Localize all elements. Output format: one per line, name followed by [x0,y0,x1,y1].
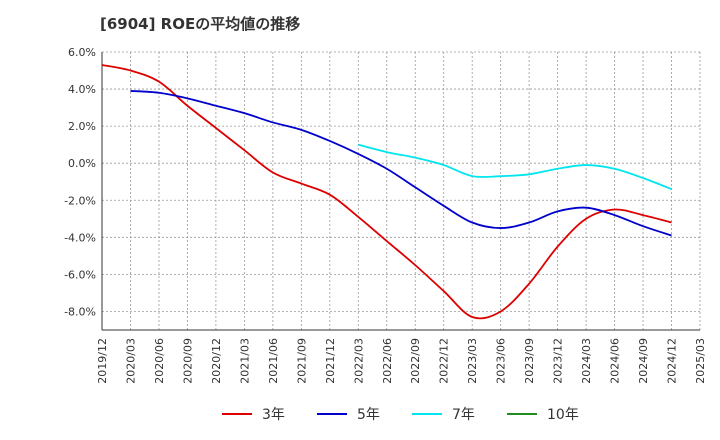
y-tick-label: -8.0% [64,305,96,318]
y-tick-label: -4.0% [64,231,96,244]
x-tick-label: 2023/09 [523,338,536,384]
x-tick-label: 2022/03 [352,338,365,384]
legend-label-3: 10年 [547,407,579,423]
series-line-2 [358,143,672,190]
x-tick-label: 2023/03 [466,338,479,384]
x-tick-label: 2022/09 [409,338,422,384]
x-tick-label: 2022/06 [381,338,394,384]
legend: 3年 5年 7年 10年 [222,407,579,423]
x-tick-label: 2023/12 [552,338,565,384]
y-tick-label: 0.0% [68,157,96,170]
x-tick-label: 2021/03 [238,338,251,384]
x-tick-label: 2019/12 [96,338,109,384]
x-tick-label: 2024/12 [666,338,679,384]
chart-title: [6904] ROEの平均値の推移 [100,15,300,33]
y-tick-label: 2.0% [68,120,96,133]
x-tick-label: 2021/09 [295,338,308,384]
x-tick-label: 2020/06 [153,338,166,384]
x-tick-label: 2020/03 [124,338,137,384]
y-tick-label: 4.0% [68,83,96,96]
series-line-1 [130,90,672,237]
x-tick-label: 2020/12 [210,338,223,384]
plot-area [102,52,700,330]
x-tick-label: 2023/06 [495,338,508,384]
x-tick-label: 2025/03 [694,338,707,384]
x-tick-label: 2024/09 [637,338,650,384]
x-tick-label: 2020/09 [181,338,194,384]
legend-label-2: 7年 [452,407,475,423]
x-tick-label: 2024/06 [609,338,622,384]
y-tick-label: -6.0% [64,268,96,281]
series-line-0 [101,64,672,320]
axes: 6.0% 4.0% 2.0% 0.0% -2.0% -4.0% -6.0% -8.0% 2019… [64,46,707,384]
y-tick-label: 6.0% [68,46,96,59]
x-tick-label: 2022/12 [438,338,451,384]
y-tick-label: -2.0% [64,194,96,207]
x-tick-label: 2021/12 [324,338,337,384]
series-lines [101,64,672,320]
x-tick-label: 2021/06 [267,338,280,384]
legend-label-1: 5年 [357,407,380,423]
legend-label-0: 3年 [262,407,285,423]
x-tick-label: 2024/03 [580,338,593,384]
